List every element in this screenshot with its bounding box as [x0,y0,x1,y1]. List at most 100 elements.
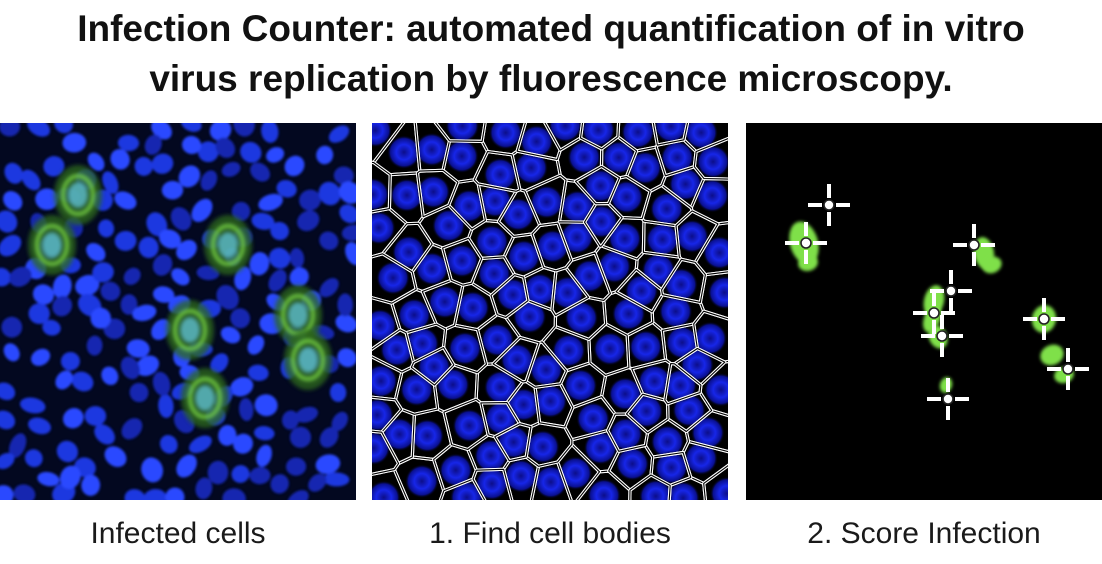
nucleus [0,452,15,470]
nucleus [335,314,356,333]
cell-outline [473,151,521,192]
nucleus [0,382,16,401]
infection-marker-icon [913,292,955,334]
nucleus [276,180,297,198]
nucleus [258,193,283,212]
nucleus [129,382,149,403]
nucleus [152,254,173,276]
cell-outline [494,423,532,462]
nucleus [445,243,479,278]
nucleus [13,484,36,500]
nucleus [0,485,14,500]
infected-cell [284,330,332,390]
nucleus [628,329,663,364]
cell-outline [516,123,561,161]
nucleus [455,290,490,325]
caption-score-infection: 2. Score Infection [807,517,1041,550]
nucleus [266,147,285,163]
nucleus [601,140,636,175]
nucleus [629,394,664,429]
nucleus [333,166,354,185]
nucleus [483,157,518,192]
nucleus [207,460,229,485]
nucleus [503,458,538,493]
nucleus [196,265,220,281]
nucleus [270,221,289,241]
nucleus [178,165,201,188]
nucleus [114,230,137,251]
title-line-2: virus replication by fluorescence micros… [149,58,953,99]
nucleus [299,189,321,211]
nucleus [496,277,530,312]
nucleus [181,135,202,155]
infection-marker-icon [808,184,850,226]
cell-outline [497,189,541,237]
infected-cell [181,368,229,428]
nucleus [379,332,414,367]
nucleus [55,370,73,390]
nucleus [391,235,426,270]
nucleus [75,274,100,296]
nucleus [607,221,642,256]
nucleus [21,169,41,191]
nucleus [695,178,728,213]
nucleus [474,466,509,500]
nucleus [650,424,685,459]
nucleus [410,418,445,453]
infected-cells-image [0,123,356,500]
nucleus [151,153,174,174]
nucleus [0,234,22,257]
cell-outline [442,237,483,286]
nucleus [90,307,111,329]
nucleus [621,123,655,150]
cell-outline [372,430,400,475]
nucleus [564,300,599,335]
nucleus [43,156,65,177]
nucleus [37,471,60,487]
nucleus [319,427,339,448]
nucleus [101,366,119,386]
nucleus [514,150,549,185]
nucleus [576,401,611,436]
cell-outline [416,169,459,218]
nucleus [24,449,43,468]
nucleus [427,284,462,319]
nucleus [197,141,219,163]
nucleus [250,162,271,182]
nucleus [341,224,356,241]
nucleus [220,326,241,344]
nucleus [143,488,167,500]
cell-outline [490,274,529,319]
nucleus [584,204,619,239]
nucleus [254,426,275,441]
infected-cells-panel [0,123,356,500]
nucleus [230,377,254,397]
nucleus [176,239,197,261]
nucleus [9,266,32,287]
nucleus [215,137,236,158]
nucleus [247,364,269,381]
nucleus [165,487,185,500]
cell-outline [551,267,590,317]
nucleus [210,353,229,374]
infection-marker-icon [1023,298,1065,340]
nucleus [474,224,509,259]
nucleus [102,171,119,194]
nucleus [144,134,162,155]
nucleus [587,478,621,500]
nucleus [120,356,140,380]
nucleus [295,406,319,423]
nucleus [98,219,115,238]
nucleus [86,242,106,262]
infected-cell [982,256,1002,274]
cell-outline [372,469,409,500]
nucleus [8,433,27,458]
nucleus [56,440,79,463]
nucleus [501,197,536,232]
cell-outline [531,222,573,272]
nucleus [270,474,289,494]
nucleus [319,231,339,251]
nucleus [200,170,218,191]
nucleus [488,123,523,150]
nucleus [583,168,618,203]
